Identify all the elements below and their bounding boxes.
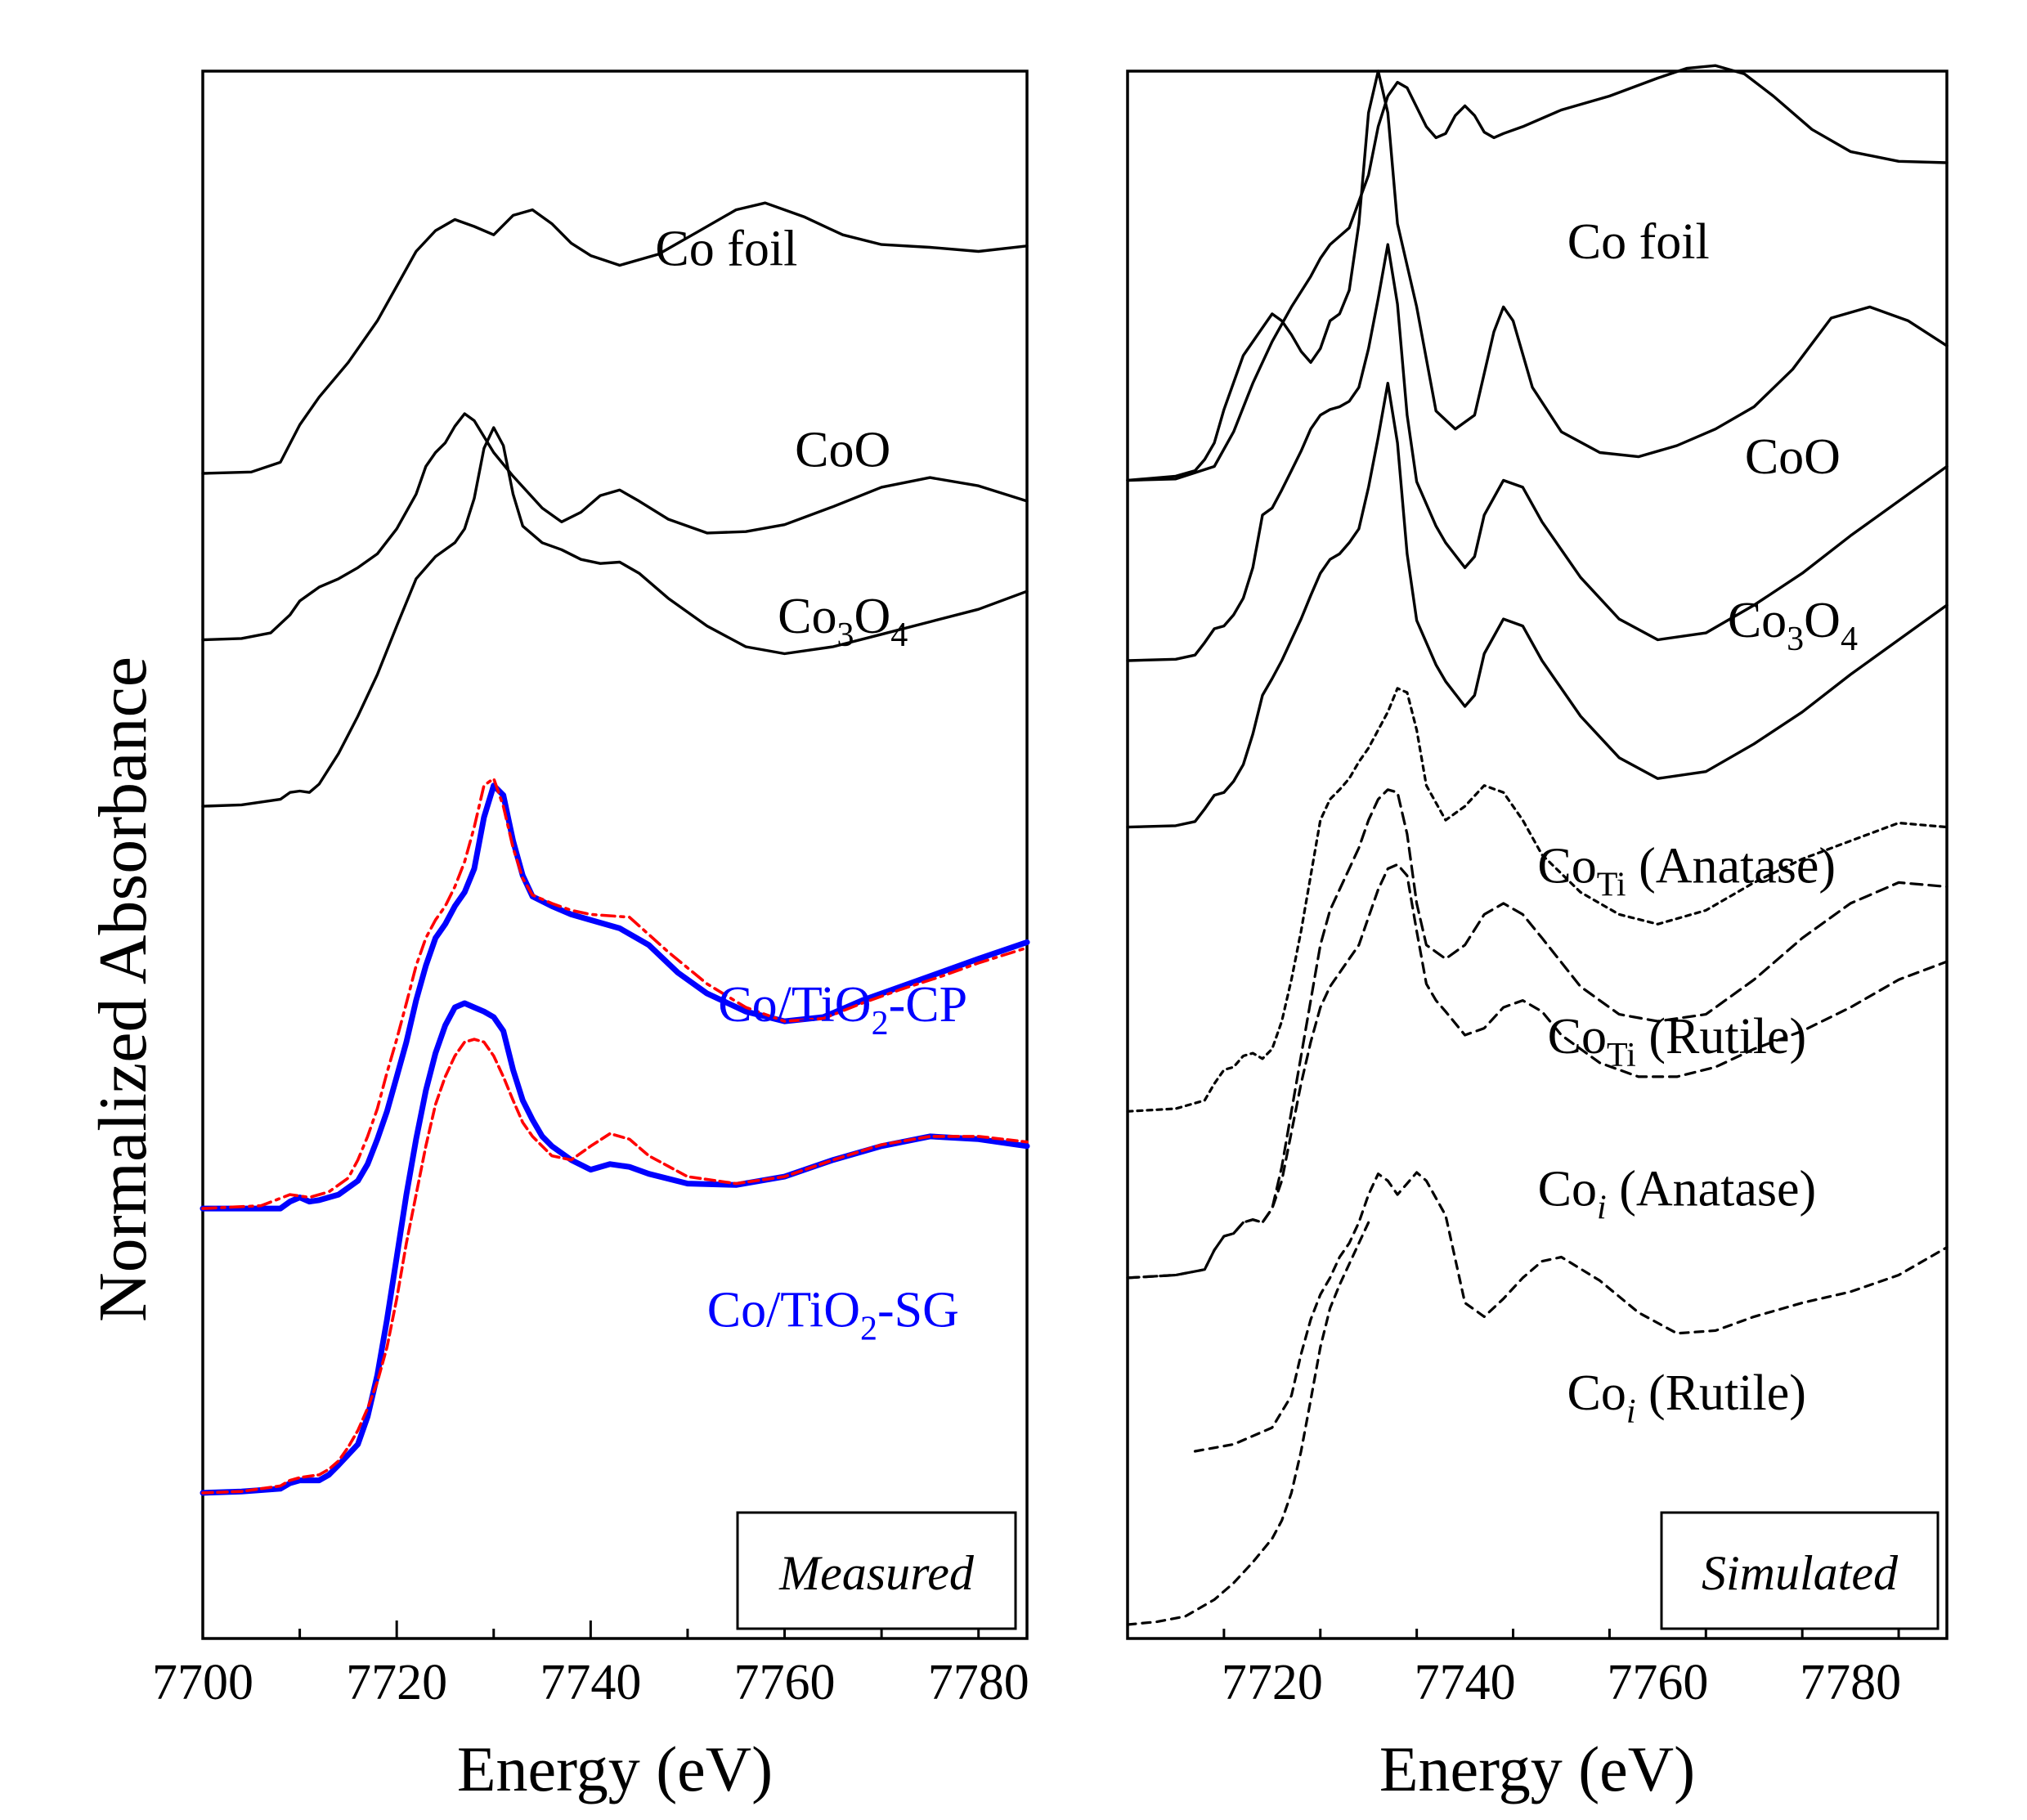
measured-series-label-1: CoO: [795, 422, 890, 477]
simulated-series-labels: Co foil CoO Co3O4 CoTi (Anatase) CoTi (Rutil…: [1537, 214, 1858, 1431]
measured-series-line-6: [201, 1038, 1029, 1495]
measured-x-axis-label: Energy (eV): [457, 1733, 773, 1804]
simulated-panel-title: Simulated: [1702, 1546, 1899, 1600]
measured-x-tick-label: 7740: [540, 1655, 641, 1710]
simulated-series-line-8: [1126, 1221, 1370, 1626]
simulated-panel: 7720 7740 7760 7780 Co foil CoO Co3O4 CoTi (An…: [1126, 64, 1949, 1804]
simulated-series-line-0: [1126, 64, 1949, 482]
measured-series-label-2: Co3O4: [778, 589, 908, 654]
simulated-series-label-0: Co foil: [1567, 214, 1710, 270]
simulated-series-line-1: [1126, 69, 1949, 482]
simulated-series-label-5: CoTi (Rutile): [1548, 1009, 1807, 1074]
measured-x-tick-label: 7700: [152, 1655, 253, 1710]
simulated-x-tick-label: 7780: [1800, 1655, 1901, 1710]
measured-series-group: [200, 201, 1030, 1496]
simulated-x-tick-label: 7740: [1415, 1655, 1516, 1710]
simulated-series-line-6: [1126, 863, 1949, 1280]
simulated-series-label-7: Coi (Rutile): [1567, 1365, 1806, 1431]
measured-series-labels: Co foil CoO Co3O4 Co/TiO2-CP Co/TiO2-SG: [655, 222, 967, 1348]
simulated-legend-box: [1660, 1511, 1940, 1630]
measured-series-label-3: Co/TiO2-CP: [718, 977, 967, 1042]
simulated-series-group: [1126, 64, 1949, 1626]
measured-legend-box: [736, 1511, 1017, 1630]
simulated-x-axis-label: Energy (eV): [1379, 1733, 1695, 1804]
measured-series-label-0: Co foil: [655, 222, 797, 277]
simulated-series-line-4: [1126, 687, 1949, 1113]
measured-x-tick-label: 7760: [734, 1655, 836, 1710]
simulated-series-label-2: Co3O4: [1728, 593, 1858, 658]
simulated-x-tick-label: 7720: [1222, 1655, 1323, 1710]
simulated-series-label-6: Coi (Anatase): [1538, 1162, 1817, 1227]
simulated-x-ticks: 7720 7740 7760 7780: [1126, 1629, 1901, 1710]
simulated-series-line-2: [1126, 243, 1949, 662]
measured-x-tick-label: 7720: [346, 1655, 447, 1710]
simulated-series-label-1: CoO: [1745, 429, 1841, 485]
simulated-x-tick-label: 7760: [1607, 1655, 1708, 1710]
measured-series-line-4: [201, 777, 1029, 1210]
simulated-series-line-3: [1126, 382, 1949, 829]
measured-plot-frame: [201, 69, 1029, 1640]
measured-x-ticks: 7700 7720 7740 7760 7780: [152, 1621, 1029, 1710]
measured-series-line-3: [200, 782, 1030, 1212]
measured-panel: 7700 7720 7740 7760 7780 Co foil CoO Co3O4 Co/T…: [152, 69, 1030, 1804]
measured-series-line-5: [200, 1000, 1030, 1496]
measured-panel-title: Measured: [778, 1546, 975, 1600]
measured-x-tick-label: 7780: [928, 1655, 1029, 1710]
simulated-series-line-7: [1193, 1171, 1949, 1453]
simulated-plot-frame: [1126, 69, 1949, 1640]
y-axis-label: Normalized Absorbance: [85, 657, 161, 1322]
measured-series-label-5: Co/TiO2-SG: [707, 1282, 959, 1347]
simulated-series-label-4: CoTi (Anatase): [1537, 838, 1836, 903]
measured-series-line-2: [201, 426, 1029, 808]
measured-series-line-0: [201, 201, 1029, 475]
measured-series-line-1: [201, 412, 1029, 642]
